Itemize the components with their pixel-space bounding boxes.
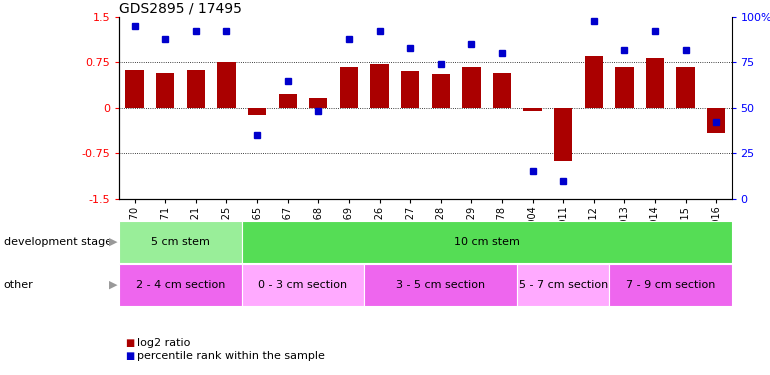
Bar — [707, 108, 725, 133]
Bar — [401, 71, 420, 108]
Bar — [126, 70, 144, 108]
Text: other: other — [4, 280, 34, 290]
Text: 0 - 3 cm section: 0 - 3 cm section — [259, 280, 347, 290]
Text: log2 ratio: log2 ratio — [137, 338, 190, 348]
Bar — [554, 108, 572, 161]
Bar — [493, 73, 511, 108]
Bar — [309, 98, 327, 108]
Bar — [364, 264, 517, 306]
Bar — [609, 264, 732, 306]
Bar — [156, 73, 175, 108]
Bar — [119, 221, 242, 262]
Text: GDS2895 / 17495: GDS2895 / 17495 — [119, 2, 243, 16]
Bar — [340, 67, 358, 108]
Text: ■: ■ — [126, 338, 135, 348]
Bar — [279, 94, 297, 108]
Text: 10 cm stem: 10 cm stem — [454, 237, 520, 247]
Text: 2 - 4 cm section: 2 - 4 cm section — [136, 280, 226, 290]
Bar — [462, 67, 480, 108]
Bar — [646, 58, 665, 108]
Bar — [217, 62, 236, 108]
Text: 7 - 9 cm section: 7 - 9 cm section — [625, 280, 715, 290]
Text: development stage: development stage — [4, 237, 112, 247]
Bar — [676, 67, 695, 108]
Text: 5 cm stem: 5 cm stem — [151, 237, 210, 247]
Bar — [242, 264, 364, 306]
Bar — [119, 264, 242, 306]
Bar — [186, 70, 205, 108]
Text: ■: ■ — [126, 351, 135, 361]
Bar — [248, 108, 266, 115]
Bar — [242, 221, 731, 262]
Text: ▶: ▶ — [109, 237, 118, 247]
Text: ▶: ▶ — [109, 280, 118, 290]
Bar — [431, 75, 450, 108]
Text: 3 - 5 cm section: 3 - 5 cm section — [397, 280, 485, 290]
Bar — [584, 56, 603, 108]
Bar — [524, 108, 542, 111]
Text: percentile rank within the sample: percentile rank within the sample — [137, 351, 325, 361]
Bar — [615, 67, 634, 108]
Bar — [370, 64, 389, 108]
Bar — [517, 264, 609, 306]
Text: 5 - 7 cm section: 5 - 7 cm section — [518, 280, 608, 290]
